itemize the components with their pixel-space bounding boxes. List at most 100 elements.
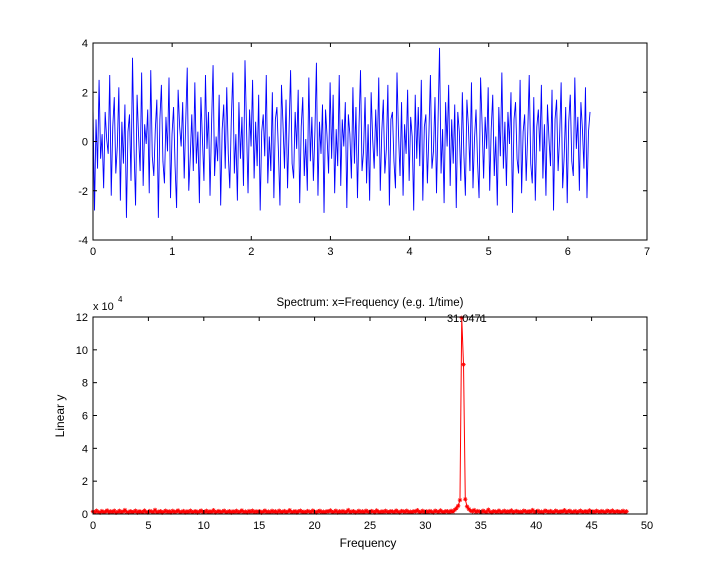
spectrum-marker: [425, 509, 431, 515]
spectrum-marker: [393, 508, 399, 513]
spectrum-marker: [413, 509, 418, 514]
spectrum-marker: [518, 509, 523, 514]
ax2-ytick-label: 0: [82, 509, 88, 521]
spectrum-marker: [243, 509, 248, 514]
spectrum-marker: [207, 509, 213, 514]
spectrum-marker: [581, 509, 587, 514]
spectrum-marker: [546, 509, 551, 515]
spectrum-marker: [308, 509, 314, 515]
spectrum-marker: [455, 503, 461, 508]
ax2-ytick-label: 12: [76, 312, 88, 324]
spectrum-marker: [135, 510, 140, 515]
spectrum-x-axis-label: Frequency: [340, 536, 397, 550]
spectrum-marker: [92, 510, 97, 515]
spectrum-marker: [363, 508, 369, 513]
spectrum-marker: [432, 508, 438, 513]
spectrum-marker: [236, 510, 241, 515]
ax1-xtick-label: 4: [407, 246, 413, 258]
time-signal-axes: 0 1 2 3 4 5 6 7 -4 -2 0 2 4: [78, 38, 650, 258]
spectrum-marker: [596, 509, 601, 514]
spectrum-marker: [461, 362, 466, 367]
spectrum-marker: [500, 509, 505, 514]
spectrum-marker: [532, 510, 537, 515]
spectrum-marker: [571, 509, 576, 515]
spectrum-marker: [551, 510, 557, 515]
spectrum-marker: [608, 509, 613, 515]
spectrum-marker: [549, 509, 555, 515]
spectrum-marker: [190, 510, 195, 515]
spectrum-marker: [573, 508, 578, 514]
spectrum-marker: [447, 509, 452, 515]
spectrum-marker: [622, 510, 628, 515]
spectrum-marker: [457, 497, 463, 503]
spectrum-marker: [287, 508, 292, 513]
spectrum-marker: [158, 509, 163, 514]
spectrum-marker: [464, 504, 470, 509]
ax2-xtick-label: 5: [145, 520, 151, 532]
spectrum-marker: [496, 508, 502, 513]
spectrum-marker: [434, 509, 440, 514]
spectrum-marker: [374, 508, 379, 513]
spectrum-marker: [610, 508, 615, 513]
spectrum-marker: [112, 508, 117, 513]
ax1-ytick-label: 2: [82, 87, 88, 99]
spectrum-marker: [525, 509, 530, 515]
spectrum-marker: [191, 509, 197, 514]
time-signal-series: [92, 47, 591, 218]
spectrum-marker: [420, 508, 425, 514]
spectrum-marker: [216, 508, 222, 514]
spectrum-marker: [594, 508, 599, 514]
spectrum-marker: [227, 509, 232, 514]
spectrum-marker: [230, 509, 236, 514]
spectrum-marker: [376, 509, 381, 515]
spectrum-marker: [422, 510, 427, 515]
spectrum-marker: [326, 509, 331, 514]
spectrum-marker: [353, 510, 358, 515]
spectrum-marker: [149, 509, 154, 514]
ax2-xtick-label: 50: [641, 520, 653, 532]
spectrum-marker: [360, 509, 365, 514]
spectrum-marker: [221, 508, 227, 513]
spectrum-marker: [560, 509, 565, 514]
ax2-xtick-label: 20: [308, 520, 320, 532]
ax2-ytick-label: 2: [82, 476, 88, 488]
spectrum-marker: [232, 509, 238, 515]
spectrum-marker: [542, 508, 548, 513]
spectrum-marker: [463, 497, 468, 502]
spectrum-marker: [590, 509, 596, 514]
spectrum-marker: [562, 508, 567, 513]
spectrum-marker: [292, 509, 298, 514]
spectrum-marker: [296, 509, 301, 514]
ax2-xtick-label: 25: [364, 520, 376, 532]
spectrum-marker: [255, 509, 261, 515]
spectrum-marker: [604, 508, 610, 513]
spectrum-marker: [507, 509, 512, 515]
spectrum-marker: [438, 508, 443, 513]
spectrum-marker: [601, 509, 606, 514]
spectrum-marker: [445, 509, 450, 514]
ax1-xtick-label: 2: [248, 246, 254, 258]
spectrum-marker: [225, 509, 230, 515]
spectrum-marker: [197, 509, 202, 514]
spectrum-marker: [131, 509, 136, 514]
spectrum-marker: [124, 509, 129, 515]
spectrum-marker: [526, 509, 532, 514]
spectrum-marker: [498, 510, 503, 515]
spectrum-marker: [397, 510, 402, 515]
spectrum-marker: [459, 315, 464, 321]
peak-annotation: 31.0471: [447, 313, 487, 325]
ax1-xtick-label: 0: [90, 246, 96, 258]
spectrum-marker: [241, 509, 246, 515]
spectrum-marker: [264, 509, 269, 515]
spectrum-marker: [184, 509, 190, 514]
ax2-xtick-label: 40: [530, 520, 542, 532]
spectrum-marker: [294, 510, 300, 515]
spectrum-marker: [314, 510, 319, 515]
ax2-ytick-label: 8: [82, 378, 88, 390]
ax2-xtick-label: 10: [198, 520, 210, 532]
spectrum-ticks: 0 5 10 15 20 25 30 35 40 45 50 0 2 4 6 8 10 12: [76, 312, 653, 532]
spectrum-marker: [266, 509, 271, 514]
spectrum-marker: [619, 509, 624, 514]
spectrum-marker: [477, 509, 482, 514]
spectrum-marker: [418, 509, 424, 515]
